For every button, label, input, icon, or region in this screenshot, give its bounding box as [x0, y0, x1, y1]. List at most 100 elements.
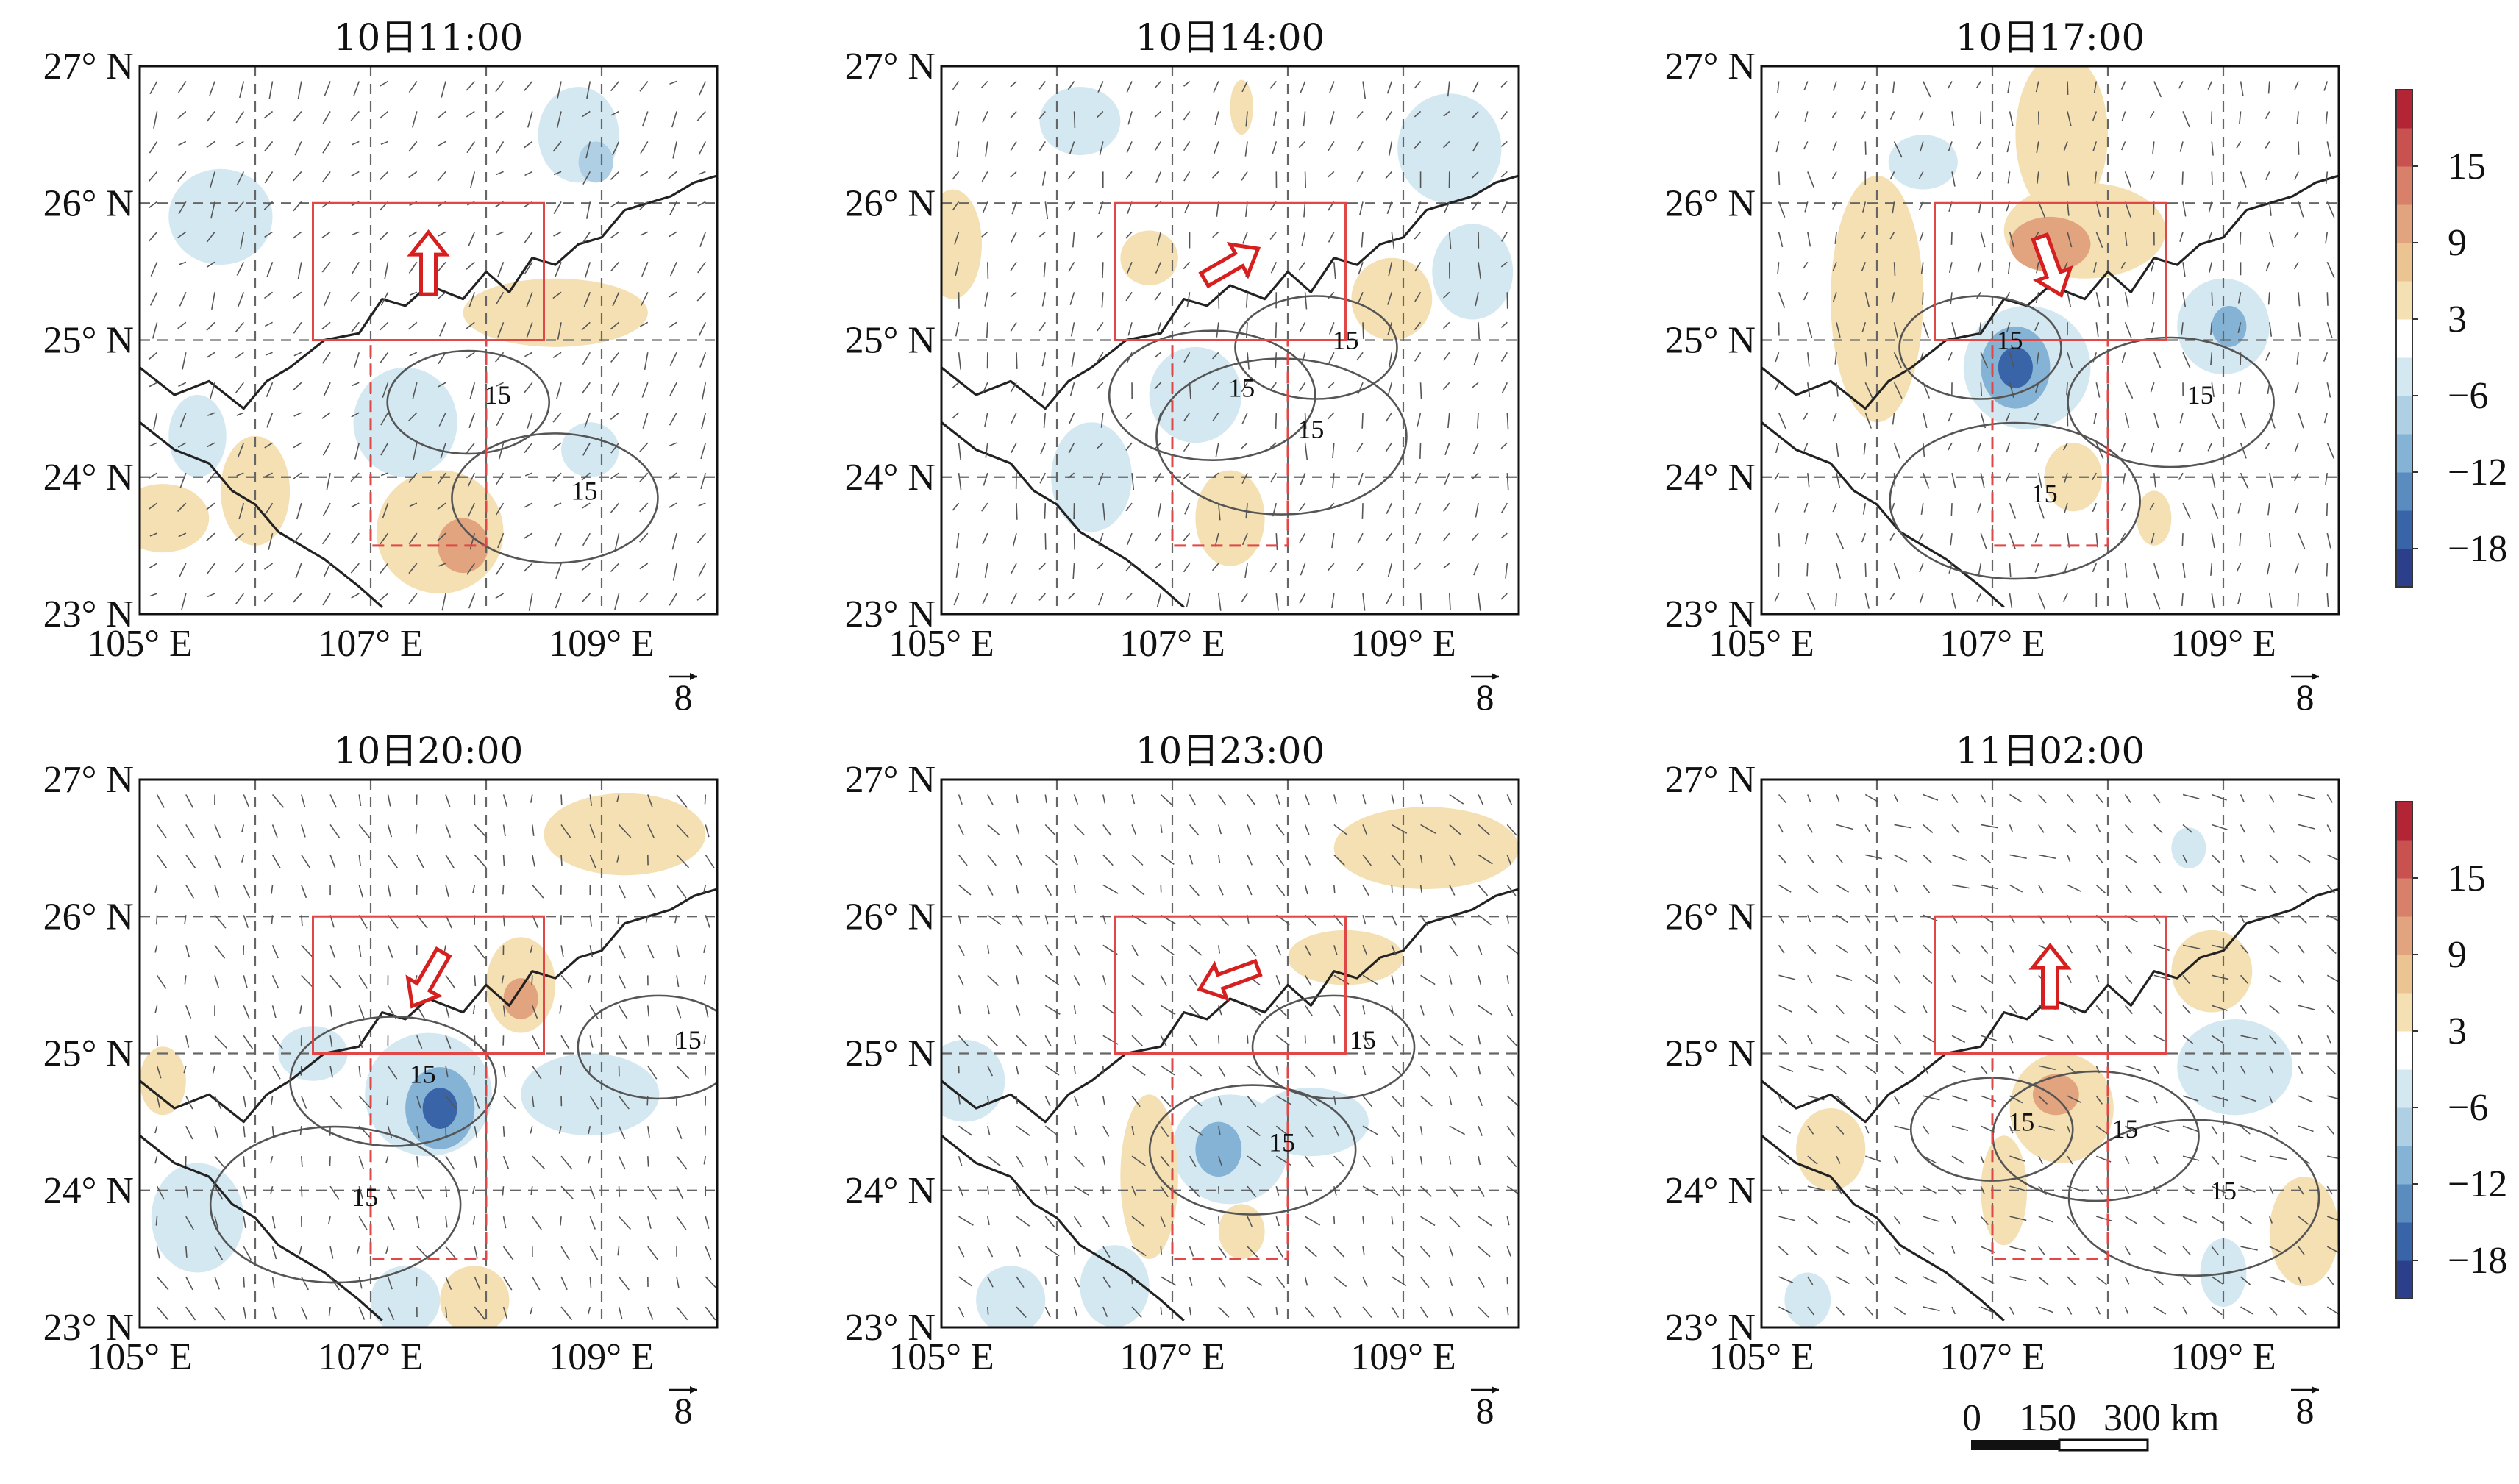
wind-vector	[552, 291, 562, 299]
wind-vector	[1923, 944, 1932, 955]
wind-vector	[2009, 1276, 2027, 1282]
wind-vector	[206, 532, 215, 541]
wind-vector	[387, 854, 399, 868]
wind-vector	[1948, 412, 1953, 422]
wind-vector	[1275, 1095, 1292, 1105]
wind-vector	[610, 352, 620, 363]
wind-vector	[1044, 944, 1053, 957]
wind-vector	[2298, 141, 2300, 155]
wind-vector	[1186, 593, 1191, 608]
wind-vector	[382, 382, 389, 398]
wind-vector	[2181, 322, 2184, 335]
wind-vector	[560, 1246, 570, 1260]
wind-vector	[980, 80, 988, 88]
wind-vector	[1298, 502, 1306, 512]
wind-vector	[1038, 110, 1046, 120]
wind-vector	[704, 1066, 707, 1076]
wind-vector	[1102, 915, 1107, 925]
motion-arrow-shape	[2031, 232, 2073, 299]
wind-vector	[1861, 111, 1867, 120]
shaded-anomaly	[1120, 1094, 1178, 1259]
wind-vector	[1443, 352, 1450, 361]
shaded-anomaly	[1981, 1135, 2028, 1246]
wind-vector	[1980, 352, 1989, 369]
wind-vector	[1478, 1095, 1483, 1107]
wind-vector	[2009, 111, 2014, 126]
wind-vector	[301, 1276, 310, 1291]
wind-vector	[2153, 944, 2170, 952]
reference-vector-head	[1492, 1386, 1499, 1394]
wind-vector	[1300, 563, 1306, 576]
wind-vector	[639, 80, 649, 92]
wind-vector	[1864, 352, 1868, 367]
wind-vector	[1864, 974, 1877, 984]
wind-vector	[1361, 232, 1364, 248]
wind-vector	[1836, 1005, 1845, 1015]
wind-vector	[617, 1246, 620, 1256]
wind-vector	[986, 322, 988, 338]
wind-vector	[2211, 884, 2223, 893]
wind-vector	[2240, 1306, 2253, 1315]
reference-vector-label: 8	[2296, 677, 2315, 718]
wind-vector	[2038, 1246, 2045, 1255]
longitude-tick-label: 105° E	[1709, 623, 1814, 665]
wind-vector	[1478, 884, 1489, 896]
wind-vector	[1861, 81, 1867, 90]
wind-vector	[1893, 352, 1903, 369]
wind-vector	[1449, 1185, 1459, 1198]
wind-vector	[1154, 80, 1161, 89]
wind-vector	[2182, 352, 2191, 369]
colorbar-tick-label: 9	[2448, 934, 2467, 976]
wind-vector	[1304, 1125, 1314, 1138]
longitude-tick-label: 107° E	[1939, 623, 2045, 665]
wind-vector	[1804, 111, 1809, 122]
wind-vector	[2240, 472, 2249, 490]
wind-vector	[610, 201, 619, 208]
wind-vector	[2178, 81, 2184, 89]
wind-vector	[1044, 1065, 1060, 1076]
wind-vector	[380, 532, 389, 545]
wind-vector	[1102, 824, 1112, 836]
wind-vector	[185, 824, 195, 838]
wind-vector	[1506, 794, 1513, 805]
wind-vector	[1097, 231, 1104, 238]
wind-vector	[2034, 532, 2039, 543]
latitude-tick-label: 24° N	[1665, 1170, 1756, 1212]
shaded-anomaly	[1230, 79, 1253, 135]
wind-vector	[581, 321, 591, 331]
wind-vector	[1038, 563, 1046, 571]
wind-vector	[1212, 231, 1219, 238]
wind-vector	[987, 824, 1000, 835]
wind-vector	[350, 291, 360, 302]
wind-vector	[610, 80, 620, 92]
shaded-anomaly	[1120, 230, 1178, 285]
wind-vector	[1125, 593, 1133, 600]
wind-vector	[1304, 974, 1312, 987]
latitude-tick-label: 25° N	[845, 1033, 936, 1075]
colorbar-segment	[2396, 878, 2412, 917]
colorbar-segment	[2396, 281, 2412, 320]
latitude-tick-label: 25° N	[1665, 320, 1756, 362]
wind-vector	[1126, 141, 1133, 153]
longitude-tick-label: 105° E	[888, 1336, 994, 1378]
wind-vector	[1069, 412, 1075, 424]
wind-vector	[149, 171, 158, 182]
wind-vector	[437, 291, 446, 300]
wind-vector	[2182, 1185, 2195, 1195]
wind-vector	[641, 291, 649, 306]
wind-vector	[1807, 232, 1811, 247]
wind-vector	[1097, 593, 1104, 606]
wind-vector	[1836, 1095, 1846, 1105]
wind-vector	[271, 1035, 283, 1049]
wind-vector	[2269, 944, 2280, 954]
wind-vector	[2009, 1155, 2025, 1162]
wind-vector	[1362, 1095, 1372, 1107]
wind-vector	[958, 1185, 964, 1197]
wind-vector	[1189, 855, 1194, 865]
wind-vector	[498, 442, 505, 460]
longitude-tick-label: 105° E	[87, 623, 193, 665]
wind-vector	[2182, 1155, 2200, 1161]
wind-vector	[1389, 352, 1393, 367]
wind-vector	[1478, 975, 1482, 985]
wind-vector	[154, 1126, 158, 1134]
